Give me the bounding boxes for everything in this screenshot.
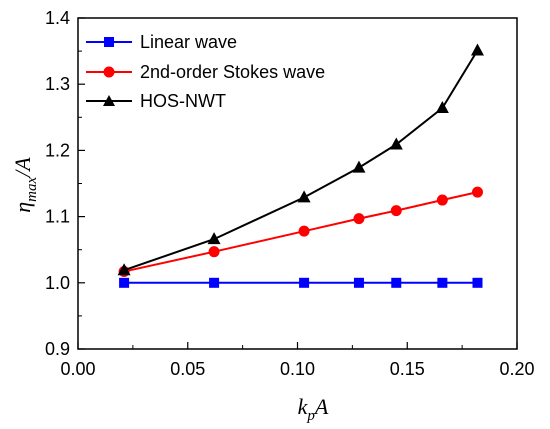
y-tick-label: 1.3 <box>45 74 70 94</box>
x-axis-label: kpA <box>298 394 329 424</box>
y-axis-label: ηmax/A <box>10 157 40 213</box>
legend-label: Linear wave <box>140 32 237 52</box>
legend-item-hos: HOS-NWT <box>86 91 226 111</box>
x-tick-label: 0.00 <box>60 359 95 379</box>
series-linear <box>119 277 483 288</box>
plot-area: 0.00 0.05 0.10 0.15 0.20 0.9 1.0 1.1 1.2 1.3 1.4 <box>45 8 535 379</box>
data-point <box>207 232 221 245</box>
legend-label: 2nd-order Stokes wave <box>140 62 325 82</box>
data-point <box>352 160 366 173</box>
data-point <box>437 277 448 288</box>
data-point <box>208 246 220 258</box>
x-tick-label: 0.05 <box>170 359 205 379</box>
legend-item-linear: Linear wave <box>86 32 237 52</box>
x-tick-label: 0.10 <box>280 359 315 379</box>
data-point <box>353 277 364 288</box>
y-tick-label: 0.9 <box>45 339 70 359</box>
data-point <box>299 277 310 288</box>
y-tick-label: 1.1 <box>45 207 70 227</box>
legend-label: HOS-NWT <box>140 91 226 111</box>
data-point <box>209 277 220 288</box>
data-point <box>353 213 365 225</box>
y-tick-label: 1.4 <box>45 8 70 28</box>
data-point <box>435 101 449 114</box>
x-tick-label: 0.15 <box>390 359 425 379</box>
data-point <box>119 277 130 288</box>
y-tick-label: 1.2 <box>45 140 70 160</box>
x-tick-label: 0.20 <box>499 359 534 379</box>
y-tick-label: 1.0 <box>45 273 70 293</box>
legend-item-stokes: 2nd-order Stokes wave <box>86 62 325 82</box>
series-hos <box>117 43 484 276</box>
data-point <box>298 225 310 237</box>
data-point <box>389 137 403 150</box>
data-point <box>470 43 484 56</box>
data-point <box>390 205 402 217</box>
legend: Linear wave 2nd-order Stokes wave HOS-NW… <box>86 32 325 111</box>
data-point <box>436 194 448 206</box>
data-point <box>391 277 402 288</box>
data-point <box>117 263 131 276</box>
data-point <box>471 186 483 198</box>
series-line <box>123 49 479 272</box>
data-point <box>297 190 311 203</box>
data-point <box>472 277 483 288</box>
